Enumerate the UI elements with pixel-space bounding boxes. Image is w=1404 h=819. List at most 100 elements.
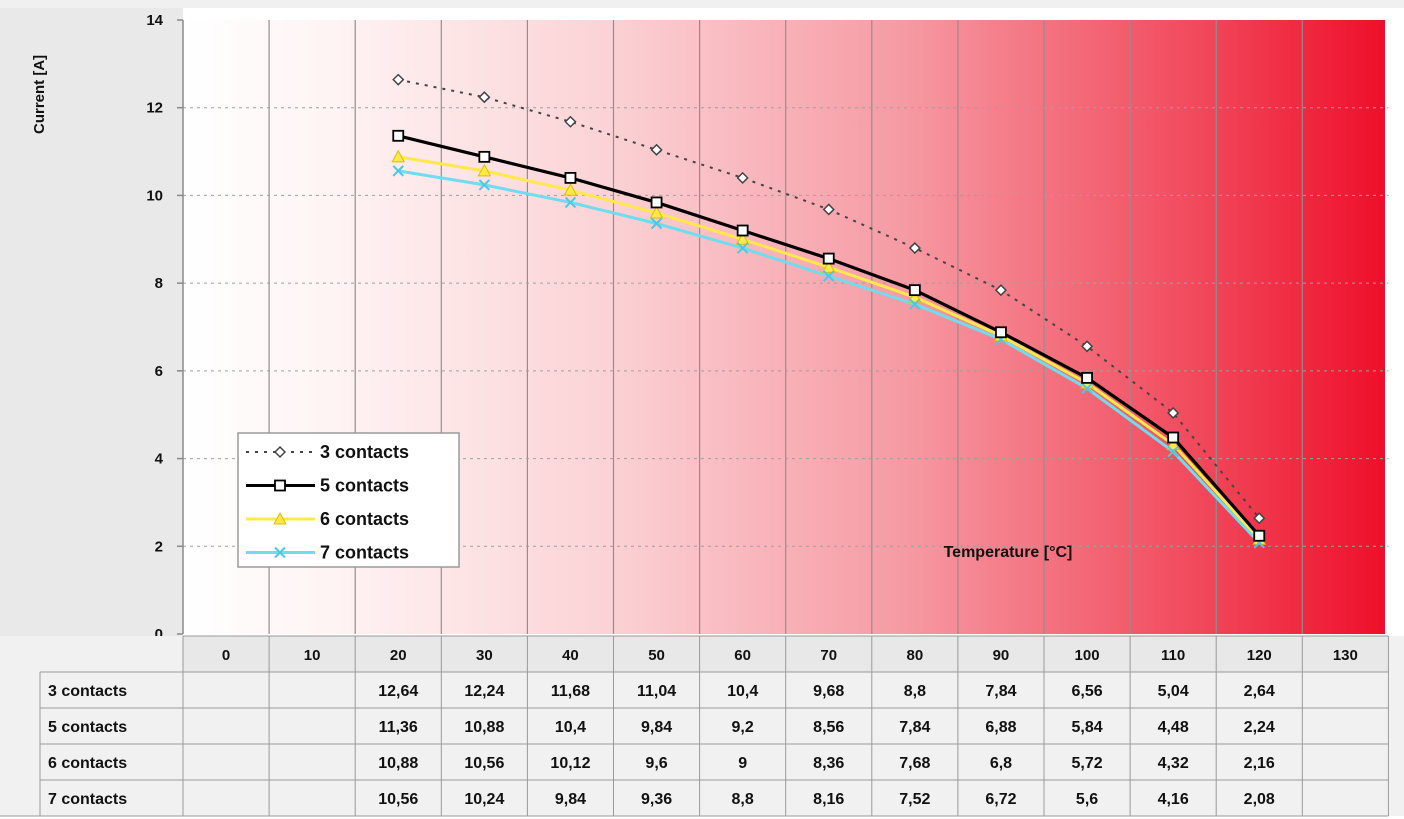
- table-cell: 10,4: [727, 683, 758, 700]
- x-tick-label: 130: [1333, 647, 1358, 664]
- table-cell: 12,24: [464, 683, 504, 700]
- data-point-6-contacts: [821, 260, 836, 273]
- table-cell: 10,12: [550, 755, 590, 772]
- data-point-7-contacts: [392, 165, 404, 177]
- table-cell: 4,48: [1158, 719, 1189, 736]
- data-point-7-contacts: [564, 196, 577, 209]
- y-tick-label: 4: [155, 451, 164, 468]
- data-point-5-contacts: [908, 284, 921, 297]
- data-table: 0 10 20 30 40 50 60 70 80 90 100 110 120 130 3 contact…: [0, 635, 1404, 817]
- legend-marker-3-contacts: [273, 445, 287, 459]
- data-point-5-contacts: [1081, 371, 1093, 384]
- table-cell: 9,84: [555, 791, 586, 808]
- data-point-6-contacts: [1166, 437, 1180, 451]
- data-point-6-contacts: [735, 232, 750, 245]
- data-point-5-contacts: [1167, 431, 1180, 444]
- legend-label: 3 contacts: [320, 442, 409, 462]
- table-cell: 10,56: [378, 791, 418, 808]
- x-tick-label: 90: [993, 647, 1010, 664]
- data-point-3-contacts: [736, 171, 749, 184]
- data-point-7-contacts: [1081, 382, 1093, 395]
- table-cell: 8,36: [813, 755, 844, 772]
- x-tick-label: 110: [1161, 647, 1185, 664]
- data-point-3-contacts: [1253, 512, 1266, 525]
- data-point-5-contacts: [1253, 529, 1266, 542]
- table-row-label: 3 contacts: [48, 683, 127, 700]
- table-cell: 5,84: [1071, 719, 1102, 736]
- legend-marker-7-contacts: [274, 546, 286, 559]
- table-cell: 10,24: [464, 791, 504, 808]
- legend: 3 contacts 5 contacts 6 contacts 7 contacts: [237, 432, 460, 568]
- x-tick-label: 50: [648, 647, 665, 664]
- data-point-3-contacts: [908, 241, 921, 255]
- table-cell: 6,56: [1071, 683, 1102, 700]
- legend-box: [237, 432, 460, 568]
- data-point-6-contacts: [563, 183, 578, 196]
- x-tick-label: 80: [907, 647, 924, 664]
- table-cell: 10,4: [555, 719, 586, 736]
- y-tick-label: 10: [146, 187, 163, 204]
- data-point-3-contacts: [994, 284, 1008, 297]
- data-point-5-contacts: [736, 224, 749, 237]
- x-tick-label: 100: [1075, 647, 1100, 664]
- table-row-label: 5 contacts: [48, 719, 127, 736]
- data-point-6-contacts: [477, 163, 492, 177]
- legend-label: 5 contacts: [320, 476, 409, 496]
- y-tick-label: 14: [146, 12, 163, 29]
- data-point-5-contacts: [478, 150, 491, 163]
- table-cell: 10,56: [464, 755, 504, 772]
- data-point-7-contacts: [823, 270, 835, 282]
- x-tick-label: 20: [390, 647, 407, 664]
- data-point-3-contacts: [822, 203, 835, 216]
- data-point-5-contacts: [650, 196, 663, 209]
- table-cell: 8,16: [813, 791, 844, 808]
- table-cell: 7,84: [899, 719, 930, 736]
- y-axis: 0 2 4 6 8 10 12 14: [146, 12, 184, 643]
- data-point-3-contacts: [650, 143, 663, 156]
- table-cell: 8,8: [904, 683, 926, 700]
- x-tick-label: 60: [734, 647, 751, 664]
- table-cell: 11,68: [551, 683, 590, 700]
- table-cell: 11,36: [379, 719, 418, 736]
- table-cell: 4,16: [1158, 791, 1189, 808]
- table-row-label: 7 contacts: [48, 791, 127, 808]
- x-tick-label: 30: [476, 647, 493, 664]
- x-tick-label: 0: [222, 647, 230, 664]
- data-point-5-contacts: [995, 326, 1007, 339]
- table-cell: 10,88: [464, 719, 504, 736]
- table-cell: 9,2: [732, 719, 754, 736]
- data-point-7-contacts: [1167, 445, 1179, 458]
- table-row-label: 6 contacts: [48, 755, 127, 772]
- data-point-3-contacts: [1167, 406, 1180, 420]
- y-tick-label: 0: [155, 626, 163, 643]
- y-tick-label: 6: [155, 363, 163, 380]
- x-axis-title: Temperature [°C]: [944, 544, 1073, 561]
- table-cell: 8,56: [813, 719, 844, 736]
- table-cell: 5,72: [1071, 755, 1102, 772]
- data-point-5-contacts: [822, 252, 835, 265]
- y-tick-label: 12: [146, 100, 163, 117]
- data-point-6-contacts: [391, 149, 406, 163]
- table-cell: 9,84: [641, 719, 672, 736]
- table-cell: 10,88: [378, 755, 418, 772]
- legend-label: 6 contacts: [320, 509, 409, 529]
- legend-marker-6-contacts: [273, 511, 287, 525]
- table-cell: 2,24: [1244, 719, 1275, 736]
- data-point-3-contacts: [564, 115, 577, 128]
- table-cell: 2,08: [1244, 791, 1275, 808]
- data-point-3-contacts: [1080, 340, 1094, 353]
- table-cell: 6,72: [985, 791, 1016, 808]
- table-cell: 2,16: [1244, 755, 1275, 772]
- x-tick-label: 10: [304, 647, 321, 664]
- x-tick-label: 70: [820, 647, 837, 664]
- data-point-3-contacts: [392, 73, 405, 86]
- table-cell: 9,36: [641, 791, 672, 808]
- y-tick-label: 8: [155, 275, 163, 292]
- table-cell: 4,32: [1158, 755, 1189, 772]
- table-cell: 11,04: [637, 683, 676, 700]
- axis-panel: [0, 0, 183, 640]
- data-point-7-contacts: [736, 242, 749, 254]
- data-point-6-contacts: [908, 290, 922, 303]
